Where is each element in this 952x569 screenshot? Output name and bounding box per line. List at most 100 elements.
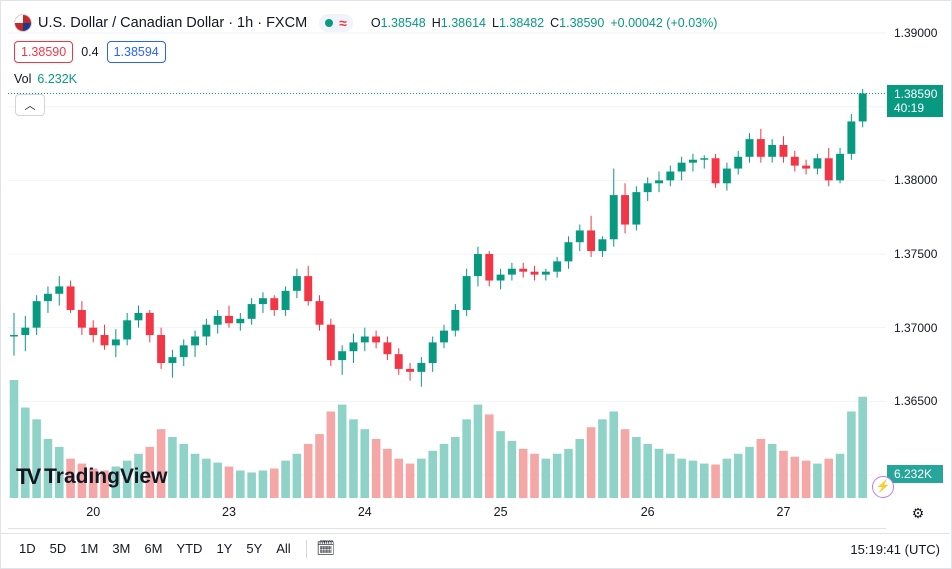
candle-body	[655, 180, 663, 184]
range-5d[interactable]: 5D	[49, 541, 67, 556]
candle-body	[451, 309, 460, 331]
volume-bar	[813, 463, 822, 498]
bottom-toolbar: 1D 5D 1M 3M 6M YTD 1Y 5Y All 🗓 15:19:41 …	[0, 533, 950, 564]
volume-bar	[100, 470, 109, 498]
volume-bar	[598, 419, 607, 498]
price-chart[interactable]	[8, 8, 886, 528]
candle-body	[236, 318, 245, 324]
candle-body	[564, 242, 573, 262]
candle-body	[134, 312, 143, 321]
volume-bar	[111, 466, 121, 498]
candle-body	[202, 324, 211, 337]
volume-bar	[711, 464, 720, 498]
candle-body	[292, 276, 301, 291]
candle-body	[824, 158, 833, 181]
volume-bar	[360, 429, 370, 498]
candle-body	[802, 165, 811, 169]
candle-body	[157, 335, 166, 364]
candle-body	[406, 368, 415, 372]
volume-bar	[281, 460, 290, 498]
candle-body	[519, 268, 528, 272]
ohlc-values: O1.38548 H1.38614 L1.38482 C1.38590 +0.0…	[371, 16, 718, 30]
volume-bar	[620, 429, 630, 498]
volume-bar	[337, 404, 347, 498]
gear-icon[interactable]: ⚙	[911, 505, 925, 521]
volume-bar	[801, 460, 811, 498]
range-1m[interactable]: 1M	[80, 541, 99, 556]
candle-body	[473, 254, 482, 277]
range-1y[interactable]: 1Y	[216, 541, 233, 556]
candle-body	[270, 298, 279, 310]
collapse-legend-button[interactable]: ︿	[15, 94, 45, 116]
volume-bar	[756, 439, 766, 498]
price-tick: 1.39000	[894, 26, 938, 41]
volume-bar	[835, 453, 845, 498]
candle-body	[372, 336, 381, 343]
volume-bar	[564, 448, 573, 498]
price-scale[interactable]: 1.390001.385001.380001.375001.370001.365…	[887, 8, 950, 528]
volume-bar	[428, 450, 437, 498]
volume-bar	[847, 411, 856, 498]
volume-bar	[66, 458, 75, 498]
current-price-label: 1.38590 40:19	[887, 85, 943, 118]
day-label: 25	[493, 505, 508, 519]
calendar-goto-icon[interactable]: 🗓	[316, 540, 336, 557]
tradingview-logo[interactable]: TV TradingView	[16, 464, 167, 490]
candle-body	[281, 290, 290, 310]
buy-button[interactable]: 1.38594	[106, 41, 166, 63]
day-label: 20	[86, 505, 101, 519]
candle-body	[836, 153, 845, 181]
candle-body	[111, 339, 120, 346]
range-all[interactable]: All	[276, 541, 291, 556]
range-1d[interactable]: 1D	[19, 541, 36, 556]
volume-bar	[292, 453, 302, 498]
symbol-legend[interactable]: U.S. Dollar / Canadian Dollar · 1h · FXC…	[14, 12, 717, 34]
range-3m[interactable]: 3M	[112, 541, 131, 556]
volume-bar	[745, 446, 754, 498]
volume-bar	[179, 443, 189, 498]
utc-clock[interactable]: 15:19:41 (UTC)	[850, 541, 940, 557]
ohlc-key: H	[431, 16, 441, 30]
candle-body	[666, 171, 675, 181]
lightning-icon[interactable]: ⚡	[872, 476, 894, 498]
us-flag-icon	[14, 14, 32, 32]
candle-body	[496, 274, 505, 281]
sell-button[interactable]: 1.38590	[14, 41, 74, 63]
candle-body	[632, 192, 641, 225]
candle-body	[553, 261, 562, 272]
volume-bar	[405, 463, 415, 498]
candle-body	[734, 156, 743, 169]
price-tick: 1.37500	[894, 247, 938, 261]
volume-bar	[326, 411, 336, 498]
volume-legend[interactable]: Vol 6.232K	[14, 72, 77, 86]
candle-body	[587, 230, 596, 252]
volume-bar	[552, 453, 562, 498]
volume-bar	[507, 440, 517, 498]
range-6m[interactable]: 6M	[144, 541, 163, 556]
volume-bar	[518, 448, 528, 498]
price-tick: 1.36500	[894, 394, 938, 409]
volume-bar	[43, 439, 53, 498]
candle-body	[609, 195, 618, 240]
trade-panel: 1.38590 0.4 1.38594	[14, 41, 166, 63]
candle-body	[338, 351, 347, 361]
status-pill[interactable]: ≈	[319, 14, 353, 32]
range-5y[interactable]: 5Y	[246, 541, 263, 556]
candle-body	[790, 156, 799, 166]
volume-bar	[156, 429, 166, 498]
volume-bar	[643, 443, 652, 498]
volume-bar	[258, 470, 268, 498]
candle-body	[677, 162, 686, 172]
candle-body	[179, 345, 188, 358]
volume-bar	[666, 453, 675, 498]
bar-countdown: 40:19	[894, 101, 925, 116]
price-tick: 1.37000	[894, 320, 938, 335]
volume-bar	[236, 470, 245, 498]
volume-bar	[586, 427, 596, 498]
candle-body	[10, 335, 18, 337]
range-ytd[interactable]: YTD	[176, 541, 203, 556]
symbol-title[interactable]: U.S. Dollar / Canadian Dollar · 1h · FXC…	[38, 15, 308, 31]
volume-bar	[190, 453, 200, 498]
candle-body	[541, 271, 550, 275]
candle-body	[847, 121, 856, 154]
